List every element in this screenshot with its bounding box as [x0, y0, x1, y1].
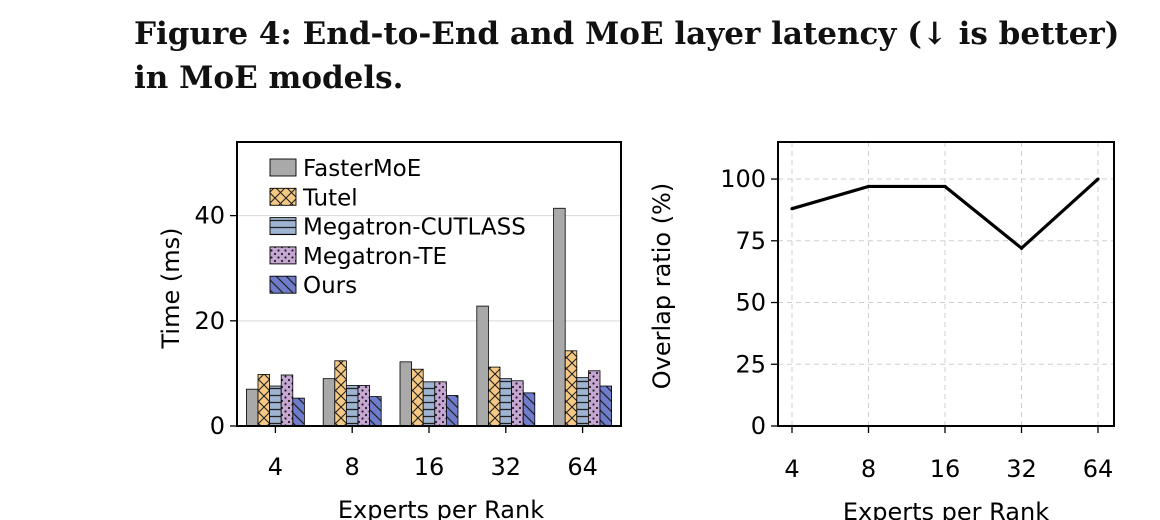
bar-hatch-tutel	[565, 350, 577, 426]
bar-hatch-megatron-cutlass	[346, 385, 358, 426]
legend-swatch-hatch-megatron-cutlass	[270, 217, 296, 235]
y-tick-label: 0	[210, 412, 225, 440]
bar-hatch-megatron-te	[358, 385, 370, 426]
x-tick-label: 64	[567, 453, 598, 481]
x-tick-label: 4	[268, 453, 283, 481]
bar-hatch-tutel	[411, 369, 424, 426]
bar-hatch-megatron-cutlass	[423, 381, 435, 426]
legend-label-tutel: Tutel	[302, 185, 358, 211]
y-tick-label: 100	[720, 165, 766, 193]
plot-frame	[236, 141, 622, 427]
x-tick-label: 16	[414, 453, 445, 481]
bar-hatch-ours	[369, 396, 382, 426]
legend-swatch-hatch-tutel	[270, 188, 296, 206]
legend-swatch-outline-megatron-te	[269, 246, 297, 265]
x-tick-label: 64	[1083, 455, 1114, 483]
x-tick-label: 32	[1006, 455, 1037, 483]
legend-swatch-hatch-megatron-te	[270, 246, 296, 264]
y-tick-label: 75	[735, 227, 766, 255]
bar-fastermoe	[246, 389, 258, 426]
series-point	[943, 184, 947, 189]
y-tick-label: 40	[194, 202, 225, 230]
y-tick-label: 0	[751, 412, 766, 440]
series-point	[1096, 177, 1100, 181]
figure-caption: Figure 4: End-to-End and MoE layer laten…	[134, 16, 1120, 96]
plot-frame	[777, 141, 1115, 427]
bar-hatch-tutel	[334, 360, 347, 426]
bar-hatch-megatron-cutlass	[269, 386, 282, 426]
bar-hatch-ours	[523, 392, 535, 426]
x-tick-label: 4	[784, 455, 799, 483]
bar-hatch-tutel	[258, 374, 270, 426]
y-axis-label: Overlap ratio (%)	[648, 183, 676, 389]
series-point	[1019, 246, 1024, 250]
bar-hatch-ours	[292, 398, 305, 426]
legend-swatch-fastermoe	[270, 159, 296, 176]
x-axis-label: Experts per Rank	[338, 496, 544, 520]
legend-label-megatron-te: Megatron-TE	[303, 244, 447, 270]
y-tick-label: 20	[194, 307, 225, 335]
y-tick-label: 25	[735, 350, 766, 378]
bar-fastermoe	[553, 208, 566, 426]
bar-chart: 4 8 16 32 64 0 20 40 Experts per Rank Time (ms) Fa…	[157, 141, 622, 520]
legend-label-ours: Ours	[303, 273, 357, 299]
legend-swatch-hatch-ours	[270, 276, 296, 294]
bar-hatch-megatron-te	[434, 381, 447, 426]
x-tick-label: 16	[930, 455, 961, 483]
legend-swatch-outline-ours	[269, 275, 297, 294]
legend-swatch-outline-fastermoe	[269, 158, 297, 177]
bar-fastermoe	[400, 361, 412, 426]
bar-hatch-megatron-te	[281, 374, 293, 426]
y-tick-label: 50	[735, 289, 766, 317]
bar-fastermoe	[476, 306, 489, 426]
legend: FasterMoE Tutel Megatron-CUTLASS Megatron-T…	[269, 156, 526, 299]
bar-hatch-ours	[446, 395, 458, 426]
bar-hatch-tutel	[488, 367, 500, 426]
bar-hatch-megatron-cutlass	[500, 378, 512, 426]
x-tick-label: 8	[345, 453, 360, 481]
bar-hatch-megatron-te	[511, 380, 524, 426]
legend-label-fastermoe: FasterMoE	[303, 156, 421, 182]
legend-swatch-outline-megatron-cutlass	[269, 217, 297, 236]
line-chart: 4 8 16 32 64 0 25 50 75 100 Experts per Rank Overla…	[648, 141, 1115, 520]
y-axis-label: Time (ms)	[157, 228, 185, 350]
series-point	[790, 207, 794, 211]
series-point	[866, 184, 871, 189]
x-tick-label: 8	[861, 455, 876, 483]
bar-hatch-megatron-cutlass	[576, 377, 589, 426]
bar-hatch-megatron-te	[588, 370, 600, 426]
bar-fastermoe	[323, 378, 335, 426]
legend-label-megatron-cutlass: Megatron-CUTLASS	[303, 215, 526, 241]
legend-swatch-outline-tutel	[269, 187, 297, 206]
x-tick-label: 32	[491, 453, 522, 481]
bar-hatch-ours	[600, 386, 612, 426]
x-axis-label: Experts per Rank	[843, 498, 1049, 520]
